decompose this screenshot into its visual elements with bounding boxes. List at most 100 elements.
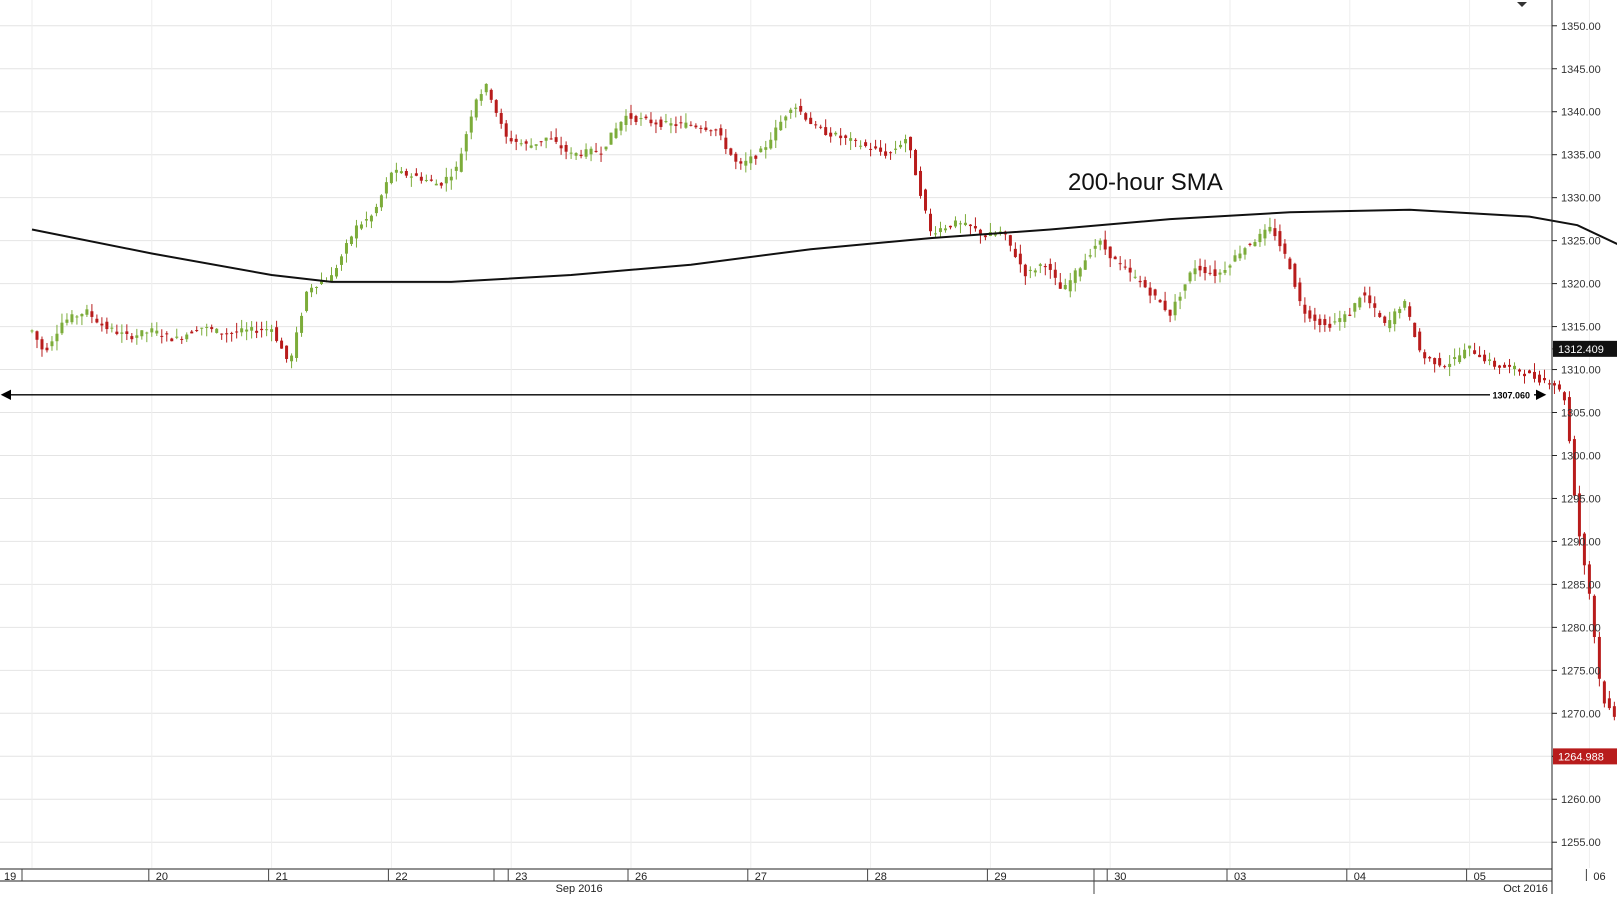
- candle-body: [434, 183, 438, 186]
- candle-body: [879, 147, 883, 152]
- candle-body: [1253, 242, 1257, 247]
- candle-body: [125, 331, 129, 334]
- candle-body: [1513, 365, 1517, 370]
- x-tick-label: 26: [635, 871, 647, 883]
- candle-body: [200, 327, 204, 329]
- y-tick-label: 1330.00: [1561, 193, 1601, 205]
- y-tick-label: 1340.00: [1561, 107, 1601, 119]
- x-tick-label: 21: [276, 871, 288, 883]
- candle-body: [474, 99, 478, 118]
- candle-body: [1443, 366, 1447, 368]
- candle-body: [1418, 331, 1422, 351]
- candle-body: [1323, 319, 1327, 326]
- candle-body: [759, 148, 763, 153]
- candle-body: [504, 123, 508, 137]
- candle-body: [1463, 349, 1467, 359]
- candle-body: [1238, 253, 1242, 259]
- candle-body: [1233, 255, 1237, 262]
- candle-body: [1293, 263, 1297, 287]
- candle-body: [1108, 246, 1112, 259]
- candle-body: [1597, 636, 1601, 679]
- candle-body: [539, 141, 543, 143]
- candle-body: [1612, 706, 1616, 717]
- candle-body: [1203, 266, 1207, 274]
- candle-body: [699, 127, 703, 129]
- candle-body: [1438, 358, 1442, 366]
- candle-body: [80, 313, 84, 317]
- candle-body: [1048, 263, 1052, 270]
- candle-body: [1508, 364, 1512, 367]
- last-price-tag: 1264.988: [1558, 751, 1604, 763]
- candle-body: [1303, 304, 1307, 314]
- candle-body: [210, 327, 214, 330]
- candle-body: [958, 223, 962, 225]
- x-tick-label: 03: [1234, 871, 1246, 883]
- candle-body: [1228, 265, 1232, 268]
- candle-body: [744, 160, 748, 166]
- candle-body: [1273, 228, 1277, 237]
- x-tick-label: 04: [1354, 871, 1366, 883]
- candle-body: [983, 235, 987, 238]
- candle-body: [1208, 272, 1212, 274]
- candle-body: [1258, 233, 1262, 243]
- candle-body: [804, 113, 808, 120]
- candle-body: [404, 171, 408, 176]
- candle-body: [1038, 264, 1042, 266]
- candle-body: [320, 281, 324, 285]
- candle-body: [1523, 373, 1527, 377]
- candle-body: [344, 243, 348, 254]
- candle-body: [544, 137, 548, 141]
- candle-body: [1163, 300, 1167, 311]
- candle-body: [60, 322, 64, 334]
- chevron-down-icon[interactable]: [1517, 2, 1527, 7]
- candle-body: [35, 331, 39, 340]
- y-tick-label: 1295.00: [1561, 493, 1601, 505]
- candle-body: [1318, 318, 1322, 325]
- candle-body: [280, 340, 284, 349]
- candle-body: [394, 169, 398, 173]
- candle-body: [1018, 253, 1022, 265]
- candle-body: [399, 171, 403, 174]
- candle-body: [75, 316, 79, 318]
- candle-body: [349, 236, 353, 245]
- candle-body: [1183, 284, 1187, 291]
- candle-body: [1148, 287, 1152, 296]
- candle-body: [1123, 266, 1127, 268]
- candle-body: [859, 145, 863, 147]
- candle-body: [300, 315, 304, 333]
- candle-body: [130, 336, 134, 340]
- candle-body: [419, 176, 423, 181]
- support-label-bg: [1490, 387, 1534, 402]
- candle-body: [1188, 272, 1192, 282]
- candle-body: [769, 139, 773, 149]
- candle-body: [285, 345, 289, 359]
- candle-body: [564, 145, 568, 152]
- candle-body: [1577, 493, 1581, 537]
- candle-body: [1313, 314, 1317, 321]
- candle-body: [968, 224, 972, 227]
- candle-body: [933, 233, 937, 235]
- candle-body: [110, 327, 114, 329]
- candle-body: [100, 323, 104, 326]
- y-tick-label: 1315.00: [1561, 322, 1601, 334]
- candle-body: [30, 330, 34, 332]
- candle-body: [914, 149, 918, 176]
- candle-body: [295, 332, 299, 358]
- candle-body: [439, 182, 443, 186]
- candle-body: [819, 126, 823, 128]
- candle-body: [629, 113, 633, 119]
- candle-body: [484, 83, 488, 93]
- candle-body: [1428, 356, 1432, 359]
- candle-body: [359, 224, 363, 229]
- candle-body: [1198, 265, 1202, 271]
- y-tick-label: 1345.00: [1561, 64, 1601, 76]
- candle-body: [65, 319, 69, 323]
- candle-body: [644, 116, 648, 119]
- candle-body: [559, 145, 563, 149]
- candle-body: [150, 328, 154, 333]
- candle-body: [1133, 276, 1137, 278]
- candle-body: [215, 328, 219, 333]
- candle-body: [1178, 296, 1182, 301]
- candle-body: [1308, 310, 1312, 319]
